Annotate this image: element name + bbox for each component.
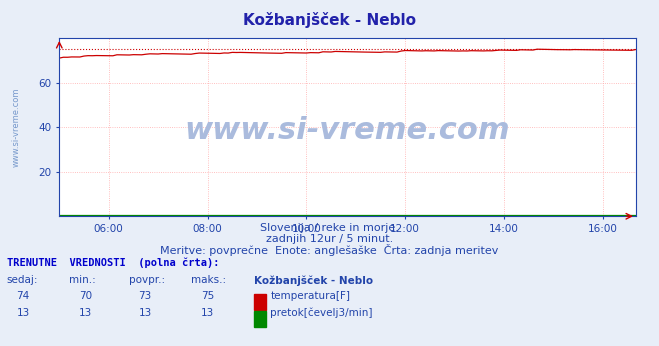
Text: 13: 13 <box>16 308 30 318</box>
Text: 13: 13 <box>201 308 214 318</box>
Text: Meritve: povprečne  Enote: anglešaške  Črta: zadnja meritev: Meritve: povprečne Enote: anglešaške Črt… <box>160 244 499 256</box>
Text: www.si-vreme.com: www.si-vreme.com <box>12 88 20 167</box>
Text: 75: 75 <box>201 291 214 301</box>
Text: www.si-vreme.com: www.si-vreme.com <box>185 116 511 145</box>
Text: pretok[čevelj3/min]: pretok[čevelj3/min] <box>270 308 373 318</box>
Text: sedaj:: sedaj: <box>7 275 38 285</box>
Text: Kožbanjšček - Neblo: Kožbanjšček - Neblo <box>243 12 416 28</box>
Text: temperatura[F]: temperatura[F] <box>270 291 350 301</box>
Text: min.:: min.: <box>69 275 96 285</box>
Text: 13: 13 <box>138 308 152 318</box>
Text: TRENUTNE  VREDNOSTI  (polna črta):: TRENUTNE VREDNOSTI (polna črta): <box>7 258 219 268</box>
Text: Slovenija / reke in morje.: Slovenija / reke in morje. <box>260 223 399 233</box>
Text: 70: 70 <box>79 291 92 301</box>
Text: povpr.:: povpr.: <box>129 275 165 285</box>
Text: Kožbanjšček - Neblo: Kožbanjšček - Neblo <box>254 275 373 285</box>
Text: maks.:: maks.: <box>191 275 226 285</box>
Text: zadnjih 12ur / 5 minut.: zadnjih 12ur / 5 minut. <box>266 234 393 244</box>
Text: 74: 74 <box>16 291 30 301</box>
Text: 13: 13 <box>79 308 92 318</box>
Text: 73: 73 <box>138 291 152 301</box>
